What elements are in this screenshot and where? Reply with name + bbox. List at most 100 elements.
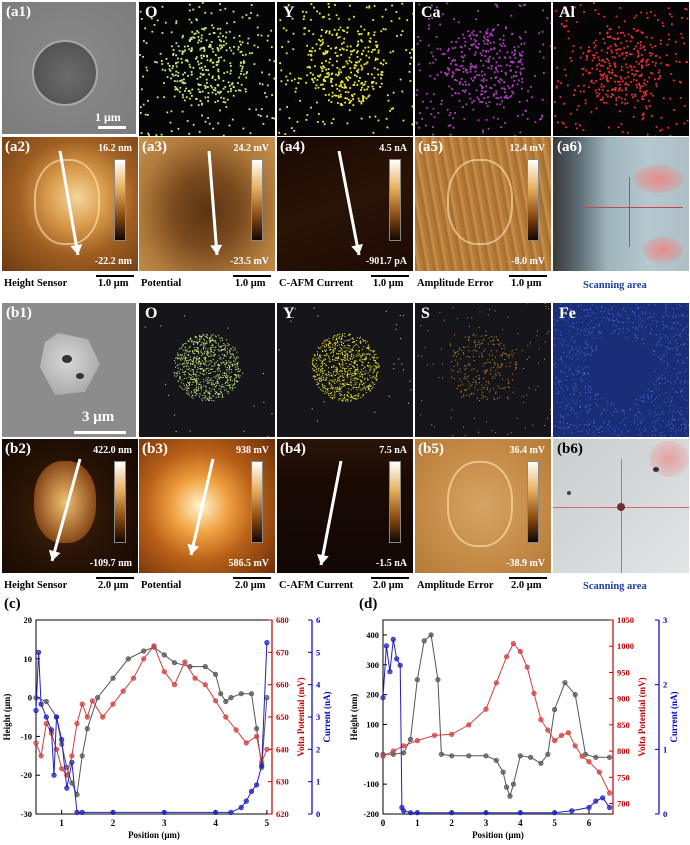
- x-tick-label: 2: [111, 818, 116, 828]
- panel-label: (b1): [6, 305, 32, 321]
- data-point: [607, 804, 613, 811]
- eds-map-fe: Fe: [553, 303, 689, 437]
- optical-image-a6: (a6): [553, 137, 689, 271]
- data-point: [223, 698, 229, 705]
- data-point: [182, 659, 188, 665]
- data-point: [192, 675, 198, 681]
- y-tick-label: 660: [276, 680, 289, 690]
- y-tick-label: 5: [316, 647, 320, 657]
- x-axis-label: Position (μm): [472, 830, 524, 840]
- panel-label: (b4): [280, 441, 306, 457]
- data-point: [421, 638, 427, 644]
- data-point: [394, 656, 400, 662]
- x-tick-label: 1: [415, 818, 420, 828]
- element-label: Y: [283, 4, 295, 21]
- eds-map-y: Y: [277, 2, 413, 136]
- data-point: [483, 706, 489, 712]
- element-label: Al: [559, 4, 575, 21]
- data-point: [407, 810, 414, 816]
- data-point: [74, 720, 80, 727]
- scan-arrow: [207, 150, 223, 256]
- data-point: [390, 748, 396, 754]
- data-point: [79, 701, 85, 707]
- data-point: [414, 738, 420, 744]
- scale-bar: [509, 275, 547, 277]
- data-point: [238, 804, 244, 811]
- data-point: [94, 694, 101, 701]
- x-tick-label: 5: [552, 818, 557, 828]
- scan-arrow: [58, 150, 83, 256]
- data-point: [264, 639, 270, 646]
- panel-label: (a2): [5, 139, 30, 155]
- scale-bar: [98, 126, 126, 129]
- data-point: [213, 671, 219, 677]
- y-tick-label: 680: [276, 615, 289, 625]
- data-point: [449, 731, 455, 737]
- series-line: [35, 642, 268, 813]
- data-point: [171, 660, 178, 666]
- data-point: [407, 736, 414, 742]
- y-tick-label: 640: [276, 744, 289, 754]
- data-point: [64, 785, 70, 791]
- data-point: [238, 691, 244, 697]
- colorbar: [527, 159, 539, 241]
- x-tick-label: 3: [162, 818, 167, 828]
- element-label: O: [145, 4, 158, 21]
- y-tick-label: 3: [663, 615, 667, 625]
- data-point: [120, 688, 126, 694]
- data-point: [400, 808, 407, 814]
- data-point: [218, 691, 224, 697]
- data-point: [33, 707, 39, 714]
- data-point: [572, 743, 578, 749]
- scale-label: 1.0 μm: [511, 278, 542, 289]
- range-max: 16.2 nm: [98, 143, 132, 154]
- data-point: [48, 727, 55, 733]
- data-point: [565, 730, 571, 736]
- y-tick-label: 6: [316, 615, 320, 625]
- y-tick-label: 0: [28, 693, 32, 703]
- data-point: [202, 682, 208, 688]
- eds-dots: [278, 307, 412, 422]
- scale-label: 1.0 μm: [235, 278, 266, 289]
- sem-pit: [62, 355, 72, 363]
- data-point: [449, 810, 455, 816]
- panel-caption: Potential: [141, 278, 182, 289]
- y-tick-label: 100: [366, 719, 379, 729]
- plot-frame: [382, 619, 614, 815]
- eds-map-ca: Ca: [415, 2, 551, 136]
- data-point: [110, 701, 116, 707]
- y-tick-label: -20: [21, 770, 32, 780]
- particle-outline: [34, 461, 96, 543]
- data-point: [414, 810, 420, 816]
- colorbar: [251, 461, 263, 543]
- red-spot: [633, 165, 683, 193]
- y-tick-label: 20: [24, 615, 33, 625]
- y-axis-label: Volta Potential (mV): [637, 677, 647, 756]
- scale-bar: [74, 431, 126, 434]
- red-spot: [643, 237, 683, 263]
- range-min: -8.0 mV: [511, 256, 545, 267]
- data-point: [59, 737, 65, 743]
- data-point: [545, 727, 551, 733]
- data-point: [243, 740, 249, 746]
- data-point: [400, 750, 407, 756]
- dark-spot: [567, 491, 571, 495]
- data-point: [562, 680, 568, 686]
- data-point: [161, 809, 167, 815]
- series-line: [383, 633, 610, 798]
- range-max: 938 mV: [235, 445, 269, 456]
- data-point: [572, 691, 578, 698]
- data-point: [213, 809, 219, 815]
- range-max: 7.5 nA: [379, 445, 407, 456]
- data-point: [35, 649, 42, 655]
- colorbar: [114, 159, 126, 241]
- x-axis-label: Position (μm): [128, 830, 180, 840]
- y-tick-label: 400: [366, 630, 379, 640]
- y-tick-label: 300: [366, 660, 379, 670]
- data-point: [38, 753, 44, 759]
- data-point: [449, 753, 455, 759]
- scale-bar: [96, 577, 134, 579]
- y-tick-label: -30: [21, 809, 32, 819]
- scale-label: 2.0 μm: [98, 580, 129, 591]
- scale-bar: [371, 577, 409, 579]
